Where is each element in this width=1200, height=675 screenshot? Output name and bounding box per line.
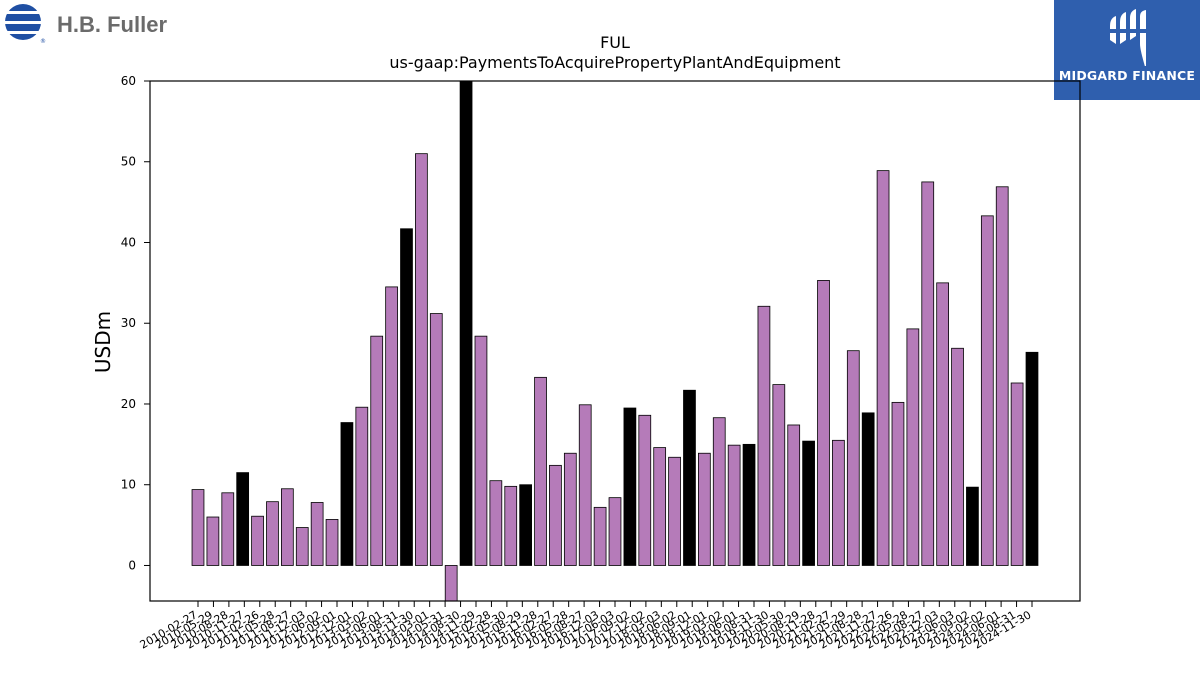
- bar: [951, 347, 964, 566]
- bar: [832, 439, 845, 566]
- bar: [563, 452, 577, 566]
- bar: [891, 401, 905, 566]
- bar: [459, 80, 473, 566]
- bar: [295, 527, 309, 566]
- hb-fuller-emblem-icon: [5, 4, 41, 40]
- y-tick-label: 50: [121, 155, 136, 169]
- bar: [876, 170, 890, 566]
- chart-subtitle: us-gaap:PaymentsToAcquirePropertyPlantAn…: [389, 53, 840, 72]
- y-tick-label: 30: [121, 316, 136, 330]
- y-tick-label: 60: [121, 74, 136, 88]
- bar: [787, 424, 801, 566]
- bar: [549, 464, 562, 566]
- bar: [623, 407, 637, 566]
- y-tick-label: 10: [121, 478, 136, 492]
- bar: [474, 335, 488, 566]
- bar: [683, 389, 696, 566]
- x-axis: 2010-02-272010-05-292010-08-282010-11-27…: [138, 601, 1034, 652]
- bar: [593, 506, 607, 566]
- bar: [712, 417, 726, 566]
- bar: [578, 404, 592, 566]
- hb-fuller-logo-graphic: ® H.B. Fuller: [5, 4, 167, 45]
- bar: [519, 484, 533, 566]
- bar: [727, 444, 741, 566]
- bar: [1025, 351, 1039, 566]
- plot-frame: [149, 80, 1081, 602]
- chart-title: FUL: [600, 33, 630, 52]
- bar: [370, 335, 384, 566]
- bar: [772, 384, 786, 566]
- bars-group: [191, 80, 1039, 602]
- bar: [698, 452, 711, 566]
- y-axis-label: USDm: [91, 311, 115, 373]
- bar: [400, 228, 413, 566]
- bar: [251, 515, 264, 566]
- y-tick-label: 40: [121, 235, 136, 249]
- bar: [742, 443, 756, 566]
- midgard-finance-logo: MIDGARD FINANCE: [1054, 0, 1200, 100]
- bar: [489, 480, 503, 566]
- bar: [906, 328, 920, 566]
- bar: [444, 565, 458, 602]
- bar: [310, 502, 324, 566]
- bar: [995, 186, 1009, 566]
- company-name: H.B. Fuller: [57, 12, 167, 37]
- registered-mark: ®: [40, 38, 46, 45]
- bar: [504, 485, 518, 566]
- bar: [325, 519, 339, 566]
- bar: [340, 422, 354, 566]
- bar: [1010, 382, 1024, 566]
- bar: [936, 282, 950, 566]
- y-tick-label: 20: [121, 397, 136, 411]
- bar: [846, 350, 860, 566]
- bar: [534, 376, 547, 566]
- bar: [191, 489, 205, 566]
- bar: [757, 305, 771, 566]
- bar: [668, 456, 681, 566]
- bar: [980, 215, 994, 566]
- bar: [206, 516, 220, 566]
- bar: [966, 486, 979, 566]
- midgard-finance-name: MIDGARD FINANCE: [1058, 68, 1196, 83]
- bar: [221, 492, 235, 566]
- bar: [802, 440, 815, 566]
- bar: [355, 406, 369, 566]
- bar: [280, 488, 294, 566]
- bar: [653, 447, 667, 566]
- bar: [385, 286, 398, 566]
- y-axis: 0 10 20 30 40 50 60: [121, 74, 150, 572]
- bar: [415, 153, 428, 566]
- bar: [429, 313, 443, 566]
- bar: [817, 280, 830, 566]
- bar: [861, 412, 875, 566]
- bar: [638, 414, 652, 566]
- bar: [266, 501, 279, 566]
- bar: [921, 181, 935, 566]
- y-tick-label: 0: [128, 558, 136, 572]
- bar: [236, 472, 250, 566]
- hb-fuller-logo: ® H.B. Fuller: [4, 3, 194, 45]
- bar: [608, 497, 622, 566]
- midgard-emblem-icon: [1110, 9, 1146, 70]
